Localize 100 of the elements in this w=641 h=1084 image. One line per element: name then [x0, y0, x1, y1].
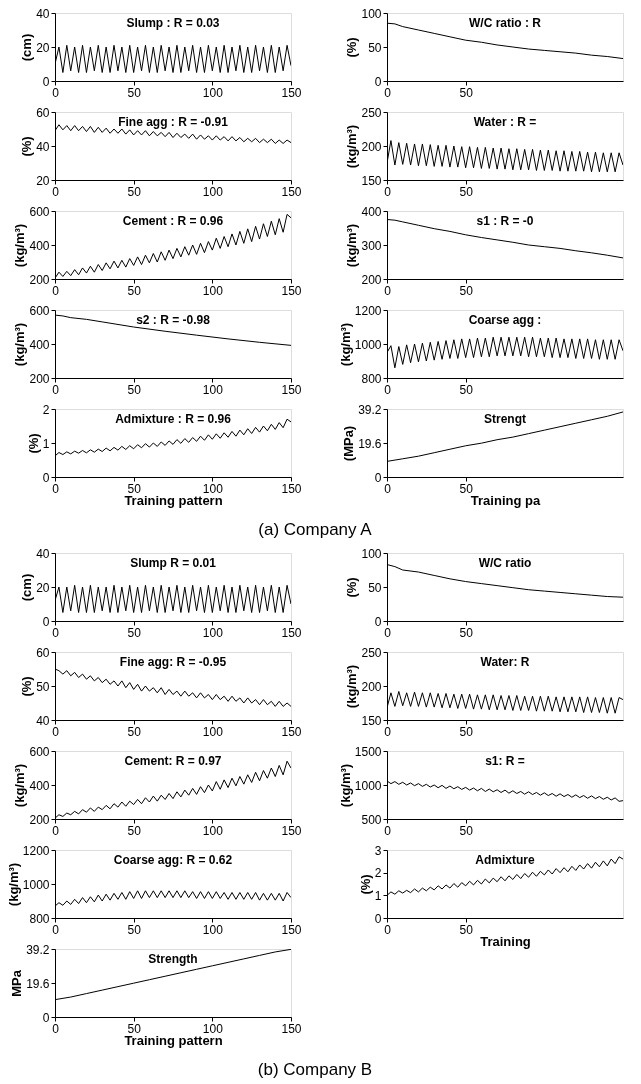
y-tick-label: 200 [29, 812, 50, 827]
y-axis-title: (kg/m³) [337, 322, 353, 367]
y-tick-label: 20 [36, 40, 50, 55]
y-tick-label: 1 [42, 436, 50, 451]
x-tick-label: 0 [52, 823, 60, 838]
y-axis-title: (kg/m³) [5, 862, 21, 907]
x-tick-label: 50 [459, 85, 474, 100]
chart-title: Admixture : R = 0.96 [115, 412, 232, 426]
x-tick-label: 150 [281, 922, 302, 937]
x-tick-label: 0 [384, 184, 392, 199]
y-tick-label: 1500 [354, 744, 382, 759]
x-tick-label: 0 [52, 283, 60, 298]
chart-title: Slump R = 0.01 [130, 556, 217, 570]
x-tick-label: 100 [202, 625, 224, 640]
x-tick-label: 50 [127, 283, 142, 298]
y-tick-label: 40 [36, 139, 50, 154]
y-axis-title: (cm) [19, 573, 35, 602]
y-tick-label: 60 [36, 645, 50, 660]
y-tick-label: 250 [361, 105, 382, 120]
y-tick-label: 400 [29, 337, 50, 352]
chart-title: Slump : R = 0.03 [126, 16, 220, 30]
x-tick-label: 0 [52, 1021, 60, 1036]
text: (b) Company B [257, 1060, 373, 1079]
chart-title: s1 : R = -0 [476, 214, 534, 228]
x-tick-label: 100 [202, 724, 224, 739]
y-tick-label: 50 [368, 40, 382, 55]
chart-title: s1: R = [485, 754, 525, 768]
y-tick-label: 100 [361, 546, 382, 561]
chart-title: Strength [148, 952, 198, 966]
y-tick-label: 0 [42, 470, 50, 485]
y-tick-label: 0 [374, 470, 382, 485]
text: (a) Company A [258, 520, 373, 539]
y-axis-title: (%) [344, 37, 360, 58]
x-tick-label: 0 [52, 382, 60, 397]
y-tick-label: 2 [42, 402, 50, 417]
x-tick-label: 100 [202, 823, 224, 838]
y-tick-label: 1200 [354, 303, 382, 318]
y-tick-label: 40 [36, 6, 50, 21]
x-tick-label: 50 [127, 724, 142, 739]
x-tick-label: 50 [459, 922, 474, 937]
chart-title: Coarse agg : [468, 313, 542, 327]
y-tick-label: 1200 [22, 843, 50, 858]
y-tick-label: 0 [374, 911, 382, 926]
x-tick-label: 0 [384, 823, 392, 838]
chart-title: Cement : R = 0.96 [122, 214, 224, 228]
x-tick-label: 0 [52, 184, 60, 199]
x-tick-label: 0 [384, 922, 392, 937]
y-tick-label: 1000 [22, 877, 50, 892]
y-tick-label: 600 [29, 204, 50, 219]
y-tick-label: 40 [36, 546, 50, 561]
x-tick-label: 50 [127, 823, 142, 838]
y-tick-label: 19.6 [358, 436, 382, 451]
y-tick-label: 39.2 [358, 402, 382, 417]
y-tick-label: 150 [361, 713, 382, 728]
y-axis-title: (kg/m³) [337, 763, 353, 808]
chart-title: Water : R = [473, 115, 537, 129]
y-tick-label: 100 [361, 6, 382, 21]
y-axis-title: (%) [357, 874, 373, 895]
chart-title: W/C ratio : R [469, 16, 542, 30]
y-axis-title: (kg/m³) [344, 664, 360, 709]
x-tick-label: 0 [52, 85, 60, 100]
x-tick-label: 100 [202, 283, 224, 298]
y-tick-label: 800 [361, 371, 382, 386]
x-tick-label: 50 [459, 823, 474, 838]
y-tick-label: 39.2 [26, 942, 50, 957]
y-tick-label: 2 [374, 866, 382, 881]
y-tick-label: 0 [42, 74, 50, 89]
y-tick-label: 250 [361, 645, 382, 660]
y-axis-title: (%) [19, 676, 35, 697]
y-tick-label: 3 [374, 843, 382, 858]
x-tick-label: 50 [127, 85, 142, 100]
y-tick-label: 60 [36, 105, 50, 120]
x-tick-label: 150 [281, 382, 302, 397]
y-tick-label: 50 [36, 679, 50, 694]
y-axis-title: (MPa) [341, 425, 357, 462]
y-tick-label: 800 [29, 911, 50, 926]
y-axis-title: (%) [25, 433, 41, 454]
x-tick-label: 150 [281, 823, 302, 838]
y-tick-label: 200 [361, 272, 382, 287]
chart-title: Water: R [480, 655, 530, 669]
y-tick-label: 1 [374, 888, 382, 903]
chart-title: Cement: R = 0.97 [124, 754, 222, 768]
x-tick-label: 50 [459, 382, 474, 397]
y-tick-label: 20 [36, 173, 50, 188]
y-axis-title: MPa [9, 969, 25, 997]
x-tick-label: 150 [281, 85, 302, 100]
chart-title: Fine agg: R = -0.95 [119, 655, 227, 669]
x-tick-label: 0 [384, 283, 392, 298]
y-tick-label: 400 [29, 778, 50, 793]
y-tick-label: 400 [361, 204, 382, 219]
y-tick-label: 0 [42, 614, 50, 629]
chart-title: Strengt [484, 412, 526, 426]
x-tick-label: 50 [459, 283, 474, 298]
y-tick-label: 20 [36, 580, 50, 595]
x-tick-label: 100 [202, 382, 224, 397]
y-tick-label: 600 [29, 744, 50, 759]
x-tick-label: 0 [52, 724, 60, 739]
chart-title: Fine agg : R = -0.91 [118, 115, 229, 129]
y-axis-title: (kg/m³) [344, 223, 360, 268]
chart-title: W/C ratio [478, 556, 532, 570]
